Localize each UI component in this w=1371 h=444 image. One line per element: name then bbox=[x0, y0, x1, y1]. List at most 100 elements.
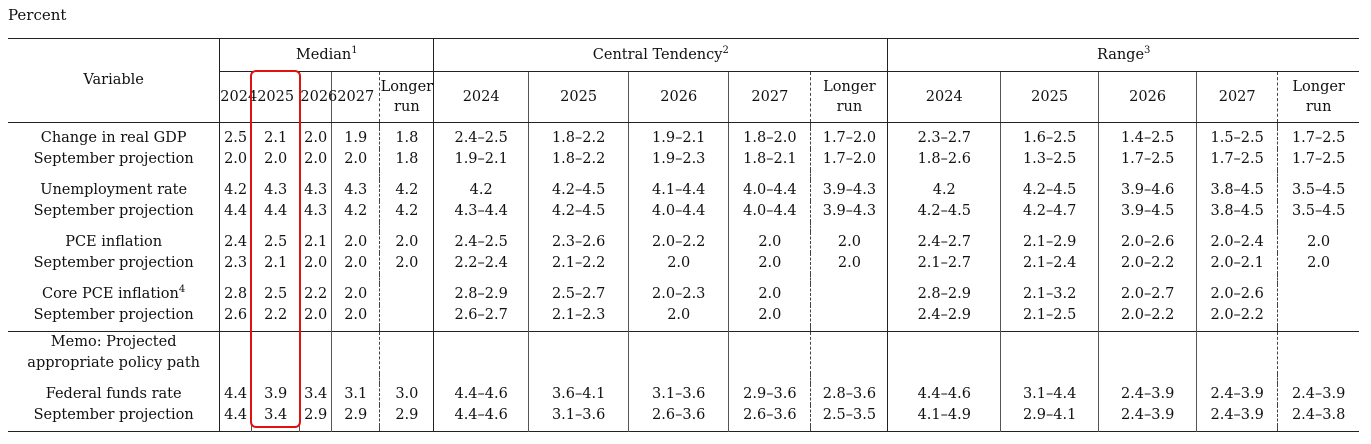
table-cell: 2.3–2.6 bbox=[528, 232, 629, 253]
table-cell: 2.5 bbox=[250, 284, 300, 305]
table-cell: 4.1–4.4 bbox=[628, 180, 729, 201]
table-cell: 2.5–2.7 bbox=[528, 284, 629, 305]
row-label: Core PCE inflation4 bbox=[42, 284, 186, 302]
median-longer-run-header: Longer run bbox=[379, 71, 434, 123]
table-cell: 1.8–2.1 bbox=[728, 149, 811, 170]
range-longer-run-header: Longer run bbox=[1277, 71, 1359, 123]
table-row: Change in real GDP 2.5 2.1 2.0 1.9 1.8 2.4–2.5… bbox=[8, 128, 1359, 149]
table-cell: 2.1 bbox=[250, 253, 300, 274]
table-cell: 2.3–2.7 bbox=[887, 128, 1001, 149]
table-cell: 2.6–2.7 bbox=[433, 305, 529, 326]
table-cell: 4.2–4.5 bbox=[887, 201, 1001, 222]
table-cell: 1.8–2.0 bbox=[728, 128, 811, 149]
table-cell: 1.8 bbox=[379, 149, 434, 170]
table-cell: 2.0 bbox=[330, 149, 380, 170]
row-label-september: September projection bbox=[33, 255, 194, 271]
table-cell: 2.0–2.2 bbox=[1098, 305, 1197, 326]
table-cell: 2.0 bbox=[299, 253, 332, 274]
table-cell: 2.0 bbox=[728, 305, 811, 326]
row-label-september: September projection bbox=[33, 151, 194, 167]
table-cell: 3.9–4.6 bbox=[1098, 180, 1197, 201]
table-cell: 4.3–4.4 bbox=[433, 201, 529, 222]
table-cell: 4.3 bbox=[299, 180, 332, 201]
table-cell: 2.0 bbox=[728, 284, 811, 305]
table-cell: 2.0 bbox=[250, 149, 300, 170]
table-cell: 4.2 bbox=[379, 201, 434, 222]
table-cell: 4.1–4.9 bbox=[887, 405, 1001, 426]
table-cell: 2.6–3.6 bbox=[728, 405, 811, 426]
table-cell: 2.0 bbox=[628, 253, 729, 274]
table-cell: 2.0 bbox=[330, 232, 380, 253]
median-year-2025: 2025 bbox=[250, 71, 300, 123]
ct-year-2026: 2026 bbox=[628, 71, 729, 123]
table-cell: 2.1–2.4 bbox=[1000, 253, 1099, 274]
table-cell: 2.0 bbox=[330, 284, 380, 305]
table-cell: 2.0–2.2 bbox=[1098, 253, 1197, 274]
table-cell: 3.1–3.6 bbox=[628, 384, 729, 405]
table-cell: 3.5–4.5 bbox=[1277, 201, 1359, 222]
table-cell: 4.4 bbox=[219, 384, 252, 405]
table-row: September projection 2.6 2.2 2.0 2.0 2.6–2.7 2… bbox=[8, 305, 1359, 326]
central-tendency-header: Central Tendency2 bbox=[433, 38, 888, 72]
table-cell: 2.4–2.7 bbox=[887, 232, 1001, 253]
table-cell: 1.3–2.5 bbox=[1000, 149, 1099, 170]
table-cell: 2.4–3.9 bbox=[1098, 384, 1197, 405]
table-cell: 4.4–4.6 bbox=[433, 405, 529, 426]
table-cell: 4.0–4.4 bbox=[728, 180, 811, 201]
table-cell: 2.0 bbox=[810, 253, 888, 274]
table-cell: 2.8–3.6 bbox=[810, 384, 888, 405]
table-cell: 1.9 bbox=[330, 128, 380, 149]
table-cell: 2.0–2.6 bbox=[1098, 232, 1197, 253]
table-cell: 3.4 bbox=[250, 405, 300, 426]
row-label-september: September projection bbox=[33, 407, 194, 423]
table-cell: 2.4 bbox=[219, 232, 252, 253]
row-label: PCE inflation bbox=[65, 234, 163, 250]
table-cell: 3.1–4.4 bbox=[1000, 384, 1099, 405]
table-cell: 3.8–4.5 bbox=[1196, 201, 1278, 222]
table-cell bbox=[379, 284, 434, 305]
table-cell: 3.1–3.6 bbox=[528, 405, 629, 426]
table-cell bbox=[810, 305, 888, 326]
table-cell: 2.1–2.5 bbox=[1000, 305, 1099, 326]
table-cell: 4.4–4.6 bbox=[887, 384, 1001, 405]
table-cell: 1.8–2.6 bbox=[887, 149, 1001, 170]
table-cell: 1.7–2.0 bbox=[810, 149, 888, 170]
table-cell: 4.2–4.5 bbox=[528, 180, 629, 201]
table-cell: 3.5–4.5 bbox=[1277, 180, 1359, 201]
table-row: September projection 2.3 2.1 2.0 2.0 2.0 2.2–2… bbox=[8, 253, 1359, 274]
table-cell: 2.4–3.8 bbox=[1277, 405, 1359, 426]
table-cell: 4.3 bbox=[330, 180, 380, 201]
projections-table: Variable Median1 Central Tendency2 Range… bbox=[8, 38, 1359, 432]
table-row: Core PCE inflation4 2.8 2.5 2.2 2.0 2.8–2.9 2.… bbox=[8, 284, 1359, 305]
table-cell: 2.8 bbox=[219, 284, 252, 305]
table-row: September projection 4.4 3.4 2.9 2.9 2.9 4.4–4… bbox=[8, 405, 1359, 426]
table-cell: 2.6–3.6 bbox=[628, 405, 729, 426]
table-cell: 2.9 bbox=[330, 405, 380, 426]
table-cell: 4.4 bbox=[219, 201, 252, 222]
table-cell bbox=[379, 305, 434, 326]
table-cell: 3.0 bbox=[379, 384, 434, 405]
table-cell: 2.0 bbox=[379, 253, 434, 274]
table-cell: 2.0 bbox=[728, 253, 811, 274]
table-cell: 2.0 bbox=[330, 253, 380, 274]
table-cell: 2.3 bbox=[219, 253, 252, 274]
row-label: Federal funds rate bbox=[45, 386, 182, 402]
table-cell: 2.8–2.9 bbox=[433, 284, 529, 305]
table-cell: 2.0 bbox=[810, 232, 888, 253]
table-cell: 4.0–4.4 bbox=[728, 201, 811, 222]
range-header: Range3 bbox=[887, 38, 1359, 72]
range-year-2027: 2027 bbox=[1196, 71, 1278, 123]
table-cell: 2.0 bbox=[299, 149, 332, 170]
table-cell: 1.7–2.5 bbox=[1277, 128, 1359, 149]
table-cell: 2.4–3.9 bbox=[1196, 405, 1278, 426]
table-cell: 4.3 bbox=[299, 201, 332, 222]
table-cell: 4.2–4.5 bbox=[1000, 180, 1099, 201]
ct-year-2027: 2027 bbox=[728, 71, 811, 123]
table-cell: 1.7–2.5 bbox=[1196, 149, 1278, 170]
table-cell bbox=[1277, 305, 1359, 326]
table-cell: 2.4–3.9 bbox=[1098, 405, 1197, 426]
table-cell: 1.9–2.1 bbox=[433, 149, 529, 170]
table-cell: 2.1–2.2 bbox=[528, 253, 629, 274]
table-cell: 4.2 bbox=[887, 180, 1001, 201]
table-cell: 4.2 bbox=[330, 201, 380, 222]
